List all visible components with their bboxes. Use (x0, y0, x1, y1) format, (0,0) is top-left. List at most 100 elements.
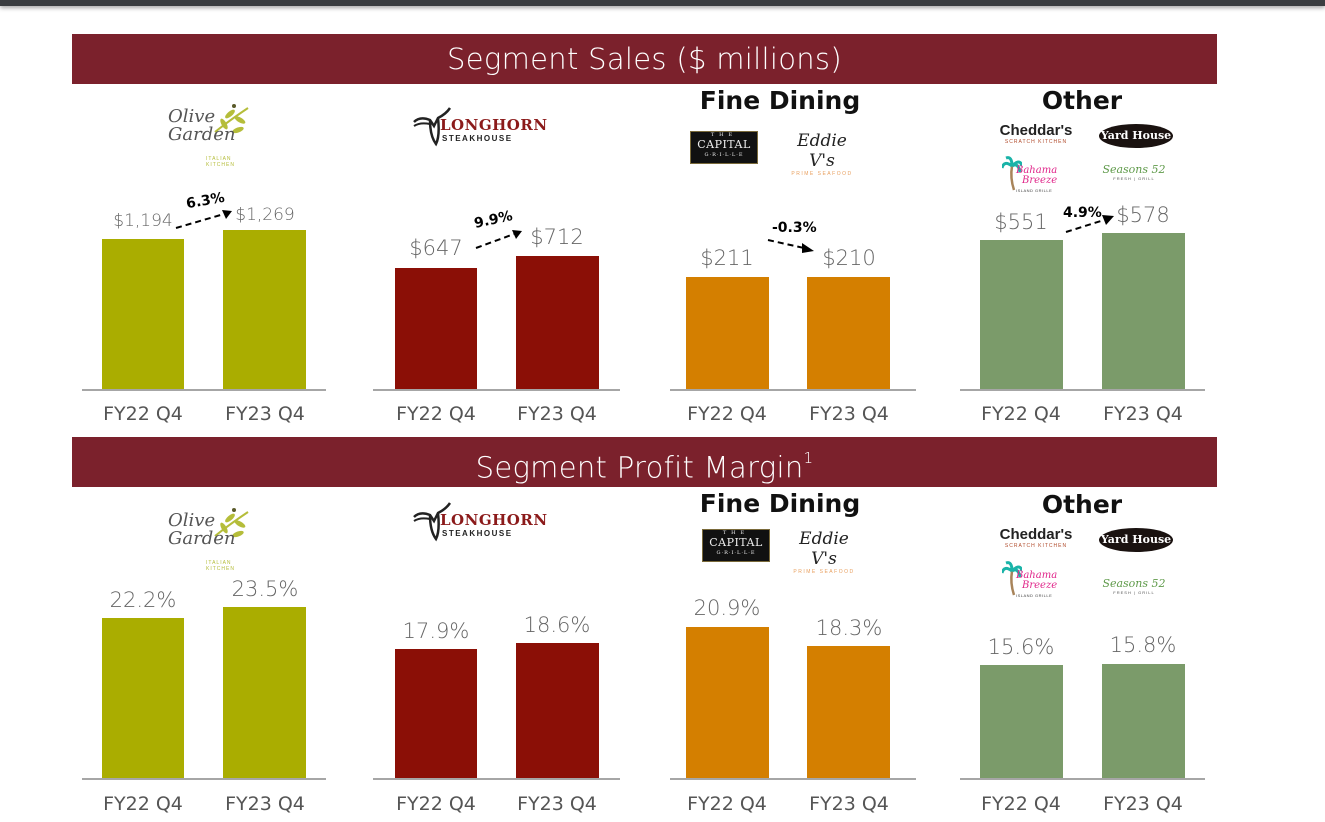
margin-footnote: 1 (803, 449, 814, 467)
margin-xlabel-og-fy23: FY23 Q4 (225, 793, 305, 815)
margin-axis-fd (670, 778, 916, 780)
logo-text-olive: Olive (168, 510, 216, 531)
margin-axis-og (82, 778, 326, 780)
eddie-vs-logo: Eddie V's PRIME SEAFOOD (782, 131, 862, 177)
eddie-vs-logo-2: Eddie V's PRIME SEAFOOD (784, 529, 864, 575)
longhorn-bull-icon (413, 502, 452, 542)
sales-change-arrow-og (175, 210, 232, 229)
bahama-breeze-logo-2: Bahama Breeze ISLAND GRILLE (1002, 561, 1068, 601)
margin-xlabel-lh-fy23: FY23 Q4 (517, 793, 597, 815)
margin-value-lh-fy23: 18.6% (523, 613, 591, 637)
margin-bar-fd-fy22 (686, 627, 769, 779)
logo-text-eddie-vs: Eddie V's (799, 529, 849, 569)
logo-text-fresh-grill: FRESH | GRILL (1113, 590, 1155, 595)
logo-text-italian-kitchen: ITALIAN KITCHEN (206, 560, 235, 572)
logo-text-italian-kitchen: ITALIAN KITCHEN (206, 156, 235, 168)
olive-garden-wordmark: Olive Garden (168, 512, 235, 548)
cheddars-logo-2: Cheddar's SCRATCH KITCHEN (996, 526, 1076, 556)
margin-xlabel-fd-fy23: FY23 Q4 (809, 793, 889, 815)
sales-xlabel-other-fy22: FY22 Q4 (981, 403, 1061, 425)
margin-banner: Segment Profit Margin1 (72, 437, 1217, 487)
margin-bar-lh-fy23 (516, 643, 599, 779)
logo-text-garden: Garden (168, 124, 236, 145)
margin-bar-other-fy22 (980, 665, 1063, 779)
sales-value-lh-fy23: $712 (530, 225, 584, 249)
seasons-52-logo: Seasons 52 FRESH | GRILL (1096, 164, 1172, 186)
sales-bar-fd-fy22 (686, 277, 769, 390)
sales-bar-other-fy23 (1102, 233, 1185, 390)
margin-value-og-fy22: 22.2% (109, 588, 177, 612)
margin-xlabel-lh-fy22: FY22 Q4 (396, 793, 476, 815)
logo-text-prime-seafood: PRIME SEAFOOD (793, 569, 855, 575)
longhorn-logo: LONGHORN STEAKHOUSE (412, 106, 552, 150)
sales-change-arrow-lh (475, 230, 522, 249)
logo-text-cheddars: Cheddar's (999, 122, 1073, 139)
margin-value-fd-fy22: 20.9% (693, 596, 761, 620)
logo-text-eddie-vs: Eddie V's (797, 131, 847, 171)
capital-grille-logo: THE CAPITAL G·R·I·L·L·E (690, 131, 758, 164)
logo-text-breeze: Breeze (1022, 580, 1058, 591)
margin-xlabel-other-fy22: FY22 Q4 (981, 793, 1061, 815)
other-heading-2: Other (1041, 490, 1123, 519)
yard-house-logo-2: Yard House (1099, 528, 1173, 552)
sales-bar-og-fy22 (102, 239, 184, 390)
logo-text-steakhouse: STEAKHOUSE (442, 134, 513, 143)
palm-tree-icon (1002, 156, 1022, 191)
sales-value-og-fy23: $1,269 (235, 205, 295, 225)
logo-text-bahama: Bahama (1016, 165, 1058, 176)
margin-bar-other-fy23 (1102, 664, 1185, 779)
sales-banner: Segment Sales ($ millions) (72, 34, 1217, 84)
logo-text-scratch-kitchen: SCRATCH KITCHEN (1004, 139, 1068, 145)
olive-garden-wordmark: Olive Garden (168, 108, 235, 144)
logo-text-fresh-grill: FRESH | GRILL (1113, 176, 1155, 181)
window-top-edge (0, 0, 1325, 6)
logo-text-prime-seafood: PRIME SEAFOOD (791, 171, 853, 177)
margin-bar-fd-fy23 (807, 646, 890, 779)
sales-bar-other-fy22 (980, 240, 1063, 390)
sales-value-fd-fy22: $211 (700, 246, 754, 270)
margin-value-other-fy22: 15.6% (987, 635, 1055, 659)
logo-text-island-grille: ISLAND GRILLE (1016, 593, 1053, 598)
logo-text-longhorn: LONGHORN (440, 116, 548, 134)
sales-xlabel-lh-fy23: FY23 Q4 (517, 403, 597, 425)
sales-xlabel-other-fy23: FY23 Q4 (1103, 403, 1183, 425)
logo-text-island-grille: ISLAND GRILLE (1016, 188, 1053, 193)
sales-axis-fd (670, 389, 916, 391)
logo-text-cheddars: Cheddar's (999, 526, 1073, 543)
olive-garden-logo-2: Olive Garden ITALIAN KITCHEN (160, 504, 260, 572)
sales-bar-fd-fy23 (807, 277, 890, 390)
margin-title: Segment Profit Margin (475, 450, 804, 485)
sales-bar-lh-fy23 (516, 256, 599, 390)
sales-axis-other (960, 389, 1205, 391)
margin-axis-lh (373, 778, 620, 780)
margin-value-fd-fy23: 18.3% (815, 616, 883, 640)
sales-axis-lh (373, 389, 620, 391)
sales-change-other: 4.9% (1063, 205, 1102, 221)
logo-text-grille: G·R·I·L·L·E (704, 152, 744, 158)
margin-value-other-fy23: 15.8% (1109, 633, 1177, 657)
fine-dining-heading: Fine Dining (699, 86, 861, 115)
sales-bar-og-fy23 (223, 230, 306, 390)
margin-axis-other (960, 778, 1205, 780)
margin-value-og-fy23: 23.5% (231, 577, 299, 601)
logo-text-the: THE (722, 530, 750, 536)
sales-value-lh-fy22: $647 (409, 236, 463, 260)
margin-bar-lh-fy22 (395, 649, 477, 779)
logo-text-grille: G·R·I·L·L·E (716, 550, 756, 556)
sales-change-arrow-fd (767, 239, 814, 253)
logo-text-bahama: Bahama (1016, 570, 1058, 581)
margin-xlabel-other-fy23: FY23 Q4 (1103, 793, 1183, 815)
sales-bar-lh-fy22 (395, 268, 477, 390)
sales-xlabel-lh-fy22: FY22 Q4 (396, 403, 476, 425)
logo-text-steakhouse: STEAKHOUSE (442, 529, 513, 538)
sales-value-og-fy22: $1,194 (113, 211, 173, 231)
margin-bar-og-fy22 (102, 618, 184, 779)
longhorn-bull-icon (413, 107, 452, 147)
seasons-52-logo-2: Seasons 52 FRESH | GRILL (1096, 578, 1172, 600)
cheddars-logo: Cheddar's SCRATCH KITCHEN (996, 122, 1076, 152)
margin-value-lh-fy22: 17.9% (402, 619, 470, 643)
logo-text-scratch-kitchen: SCRATCH KITCHEN (1004, 543, 1068, 549)
logo-text-breeze: Breeze (1022, 175, 1058, 186)
sales-change-arrow-other (1065, 215, 1114, 233)
yard-house-logo: Yard House (1099, 124, 1173, 148)
